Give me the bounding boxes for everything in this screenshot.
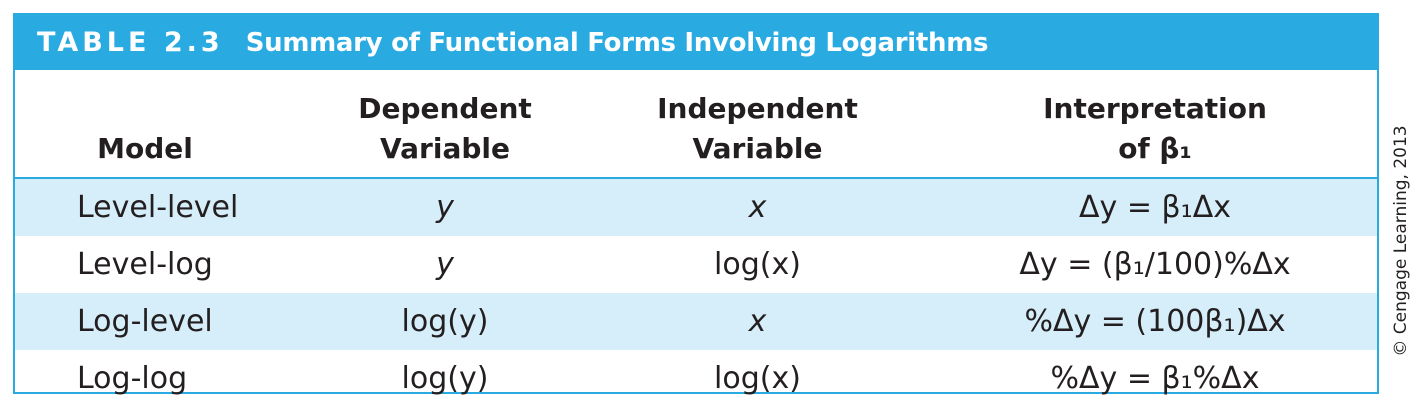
table-label: TABLE 2.3	[37, 27, 224, 58]
header-independent-line1: Independent	[657, 92, 858, 125]
cell-dependent: y	[436, 190, 454, 225]
cell-interpretation: Δy = (β₁/100)%Δx	[1019, 247, 1291, 282]
table-header: Model Dependent Variable Independent Var…	[15, 70, 1377, 179]
cell-interpretation: Δy = β₁Δx	[1079, 190, 1231, 225]
cell-independent: x	[748, 304, 767, 339]
cell-dependent: log(y)	[401, 304, 489, 339]
table-row: Level-log y log(x) Δy = (β₁/100)%Δx	[15, 236, 1377, 293]
copyright-text: © Cengage Learning, 2013	[1391, 125, 1411, 357]
cell-interpretation: %Δy = β₁%Δx	[1050, 361, 1260, 396]
cell-dependent: log(y)	[401, 361, 489, 396]
cell-independent: log(x)	[714, 361, 801, 396]
table-row: Level-level y x Δy = β₁Δx	[15, 179, 1377, 236]
header-dependent: Dependent Variable	[295, 70, 595, 177]
table-title-bar: TABLE 2.3 Summary of Functional Forms In…	[15, 15, 1377, 70]
copyright-notice: © Cengage Learning, 2013	[1384, 90, 1418, 392]
header-interpretation-line2: of β₁	[1118, 132, 1192, 165]
cell-model: Log-log	[77, 361, 188, 396]
header-dependent-line1: Dependent	[358, 92, 532, 125]
table-row: Log-log log(y) log(x) %Δy = β₁%Δx	[15, 350, 1377, 407]
header-independent-line2: Variable	[692, 132, 823, 165]
cell-model: Level-log	[77, 247, 213, 282]
cell-independent: x	[748, 190, 767, 225]
header-independent: Independent Variable	[615, 70, 900, 177]
header-model-label: Model	[97, 132, 193, 165]
cell-dependent: y	[436, 247, 454, 282]
header-model: Model	[45, 70, 245, 177]
header-dependent-line2: Variable	[380, 132, 510, 165]
cell-model: Log-level	[77, 304, 213, 339]
header-interpretation: Interpretation of β₁	[960, 70, 1350, 177]
table-frame: TABLE 2.3 Summary of Functional Forms In…	[13, 13, 1379, 396]
header-interpretation-line1: Interpretation	[1043, 92, 1267, 125]
table-title: Summary of Functional Forms Involving Lo…	[245, 27, 989, 58]
table-row: Log-level log(y) x %Δy = (100β₁)Δx	[15, 293, 1377, 350]
cell-interpretation: %Δy = (100β₁)Δx	[1024, 304, 1286, 339]
cell-model: Level-level	[77, 190, 239, 225]
cell-independent: log(x)	[714, 247, 801, 282]
